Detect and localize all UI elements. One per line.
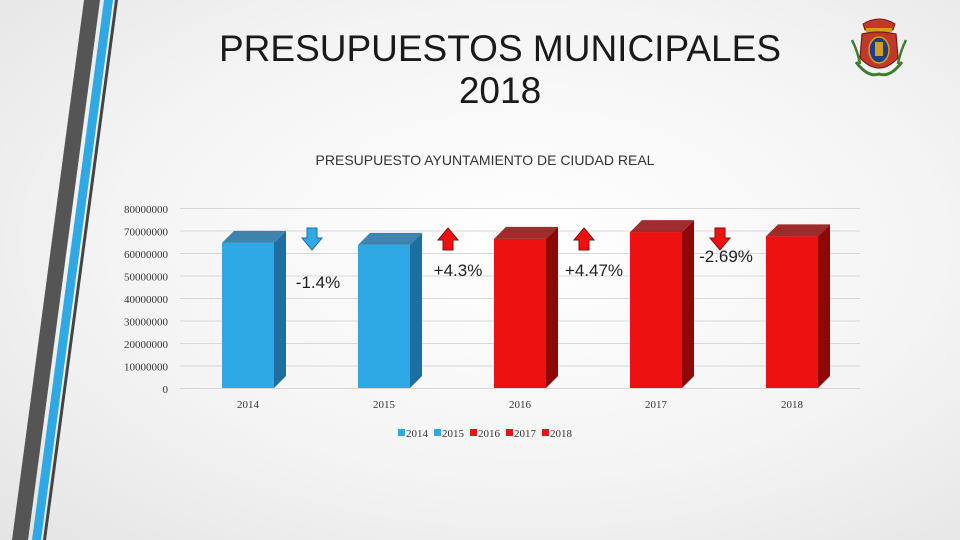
bar-top bbox=[222, 230, 286, 243]
change-label: -2.69% bbox=[699, 247, 753, 266]
y-axis: 0 10000000 20000000 30000000 40000000 5000000… bbox=[124, 204, 169, 396]
bar-side bbox=[546, 226, 558, 388]
legend-label: 2018 bbox=[550, 428, 573, 440]
bar-front bbox=[222, 242, 274, 388]
decorative-stripes bbox=[12, 0, 118, 540]
bar-2014 bbox=[222, 230, 286, 388]
y-tick-label: 10000000 bbox=[124, 362, 169, 374]
up-arrow-icon bbox=[572, 227, 596, 251]
y-tick-label: 30000000 bbox=[124, 317, 169, 329]
x-tick-label: 2018 bbox=[781, 399, 804, 411]
x-tick-label: 2016 bbox=[509, 399, 532, 411]
legend-item: 2014 bbox=[398, 428, 429, 440]
bar-front bbox=[494, 238, 546, 388]
change-annotation: +4.3% bbox=[434, 227, 483, 280]
thin-stripe bbox=[43, 0, 118, 540]
chart-title: PRESUPUESTO AYUNTAMIENTO DE CIUDAD REAL bbox=[316, 152, 655, 168]
legend-item: 2017 bbox=[506, 428, 537, 440]
legend: 2014 2015 2016 2017 2018 bbox=[398, 428, 573, 440]
bar-2018 bbox=[766, 224, 830, 388]
y-tick-label: 0 bbox=[163, 384, 169, 396]
y-tick-label: 50000000 bbox=[124, 272, 169, 284]
legend-item: 2018 bbox=[542, 428, 573, 440]
change-annotation: +4.47% bbox=[565, 227, 623, 280]
x-tick-label: 2014 bbox=[237, 399, 260, 411]
y-tick-label: 60000000 bbox=[124, 249, 169, 261]
legend-swatch bbox=[506, 429, 513, 436]
change-label: +4.3% bbox=[434, 261, 483, 280]
legend-swatch bbox=[542, 429, 549, 436]
change-label: -1.4% bbox=[296, 273, 340, 292]
gray-stripe bbox=[12, 0, 100, 540]
legend-item: 2016 bbox=[470, 428, 501, 440]
bar-top bbox=[494, 226, 558, 239]
legend-swatch bbox=[434, 429, 441, 436]
bar-2016 bbox=[494, 226, 558, 388]
x-tick-label: 2015 bbox=[373, 399, 396, 411]
down-arrow-icon bbox=[708, 227, 732, 251]
bar-side bbox=[274, 230, 286, 388]
bars bbox=[222, 220, 830, 388]
blue-stripe bbox=[32, 0, 113, 540]
legend-swatch bbox=[398, 429, 405, 436]
coat-of-arms-logo bbox=[850, 18, 908, 77]
bar-side bbox=[410, 232, 422, 388]
bar-top bbox=[766, 224, 830, 237]
change-annotation: -2.69% bbox=[699, 227, 753, 266]
legend-swatch bbox=[470, 429, 477, 436]
bar-front bbox=[358, 244, 410, 388]
up-arrow-icon bbox=[436, 227, 460, 251]
bar-top bbox=[630, 220, 694, 233]
bar-front bbox=[766, 236, 818, 388]
legend-label: 2016 bbox=[478, 428, 501, 440]
x-tick-label: 2017 bbox=[645, 399, 668, 411]
change-annotation: -1.4% bbox=[296, 227, 340, 292]
slide-title: PRESUPUESTOS MUNICIPALES 2018 bbox=[219, 28, 781, 111]
x-axis: 2014 2015 2016 2017 2018 bbox=[237, 399, 804, 411]
bar-side bbox=[682, 220, 694, 388]
annotations: -1.4% +4.3% +4.47% -2.69% bbox=[296, 227, 753, 292]
bar-front bbox=[630, 232, 682, 388]
y-tick-label: 70000000 bbox=[124, 227, 169, 239]
bar-top bbox=[358, 232, 422, 245]
bar-2015 bbox=[358, 232, 422, 388]
legend-item: 2015 bbox=[434, 428, 465, 440]
down-arrow-icon bbox=[300, 227, 324, 251]
legend-label: 2014 bbox=[406, 428, 429, 440]
legend-label: 2017 bbox=[514, 428, 537, 440]
y-tick-label: 20000000 bbox=[124, 339, 169, 351]
y-tick-label: 40000000 bbox=[124, 294, 169, 306]
change-label: +4.47% bbox=[565, 261, 623, 280]
bar-side bbox=[818, 224, 830, 388]
y-tick-label: 80000000 bbox=[124, 204, 169, 216]
bar-2017 bbox=[630, 220, 694, 388]
legend-label: 2015 bbox=[442, 428, 465, 440]
